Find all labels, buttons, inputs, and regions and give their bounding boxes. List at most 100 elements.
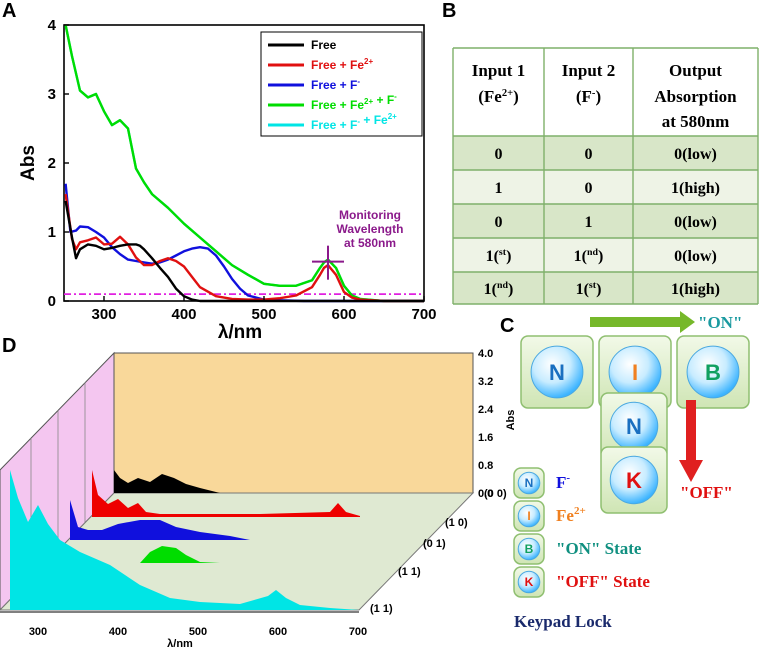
off-label: "OFF" — [680, 483, 733, 502]
table-cell: 1 — [495, 180, 503, 197]
panel-a-label: A — [2, 0, 16, 22]
table-cell: 0(low) — [674, 214, 717, 231]
z-tick-label: 1.6 — [478, 432, 493, 444]
ridge-label-4: (1 1) — [370, 603, 393, 615]
ridge-label-3: (1 1) — [398, 566, 421, 578]
z-axis-title: Abs — [505, 410, 517, 431]
ridge-label-2: (0 1) — [423, 538, 446, 550]
ridge-area-1 — [92, 470, 360, 517]
table-header-cell: Input 1 — [472, 61, 525, 80]
y-tick-label: 1 — [48, 224, 56, 241]
ridge-area-4 — [10, 470, 359, 610]
z-tick-label: 0.0 — [478, 488, 493, 500]
x-axis-title: λ/nm — [218, 322, 262, 343]
legend-entry: Free + F- — [311, 77, 360, 92]
legend-entry: Free — [311, 38, 337, 52]
on-label: "ON" — [698, 313, 742, 332]
legend-key-k-letter: K — [525, 575, 534, 589]
ridge-area-2 — [70, 500, 250, 540]
keypad-top-i-letter: I — [632, 360, 638, 385]
panel-c-label: C — [500, 315, 514, 337]
legend-key-k-ball — [517, 570, 541, 594]
x-tick-label: 300 — [91, 306, 116, 323]
table-header-cell: at 580nm — [662, 112, 730, 131]
keypad-top-n-letter: N — [549, 360, 565, 385]
table-cell: 0 — [585, 146, 593, 163]
z-tick-label: 3.2 — [478, 376, 493, 388]
table-header-cell: (F-) — [576, 87, 601, 106]
monitor-annotation: at 580nm — [344, 236, 396, 250]
table-cell: 1 — [585, 214, 593, 231]
y-tick-label: 4 — [48, 17, 57, 34]
legend-entry: Free + F- + Fe2+ — [311, 112, 397, 132]
table-header-cell: Output — [669, 61, 722, 80]
legend-key-i-letter: I — [527, 509, 530, 523]
back-wall — [113, 352, 474, 494]
keypad-caption: Keypad Lock — [514, 612, 612, 631]
off-arrow — [679, 400, 703, 482]
table-cell: 1(nd) — [574, 247, 604, 265]
z-tick-label: 0.8 — [478, 460, 493, 472]
ridge-label-0: (0 0) — [484, 488, 507, 500]
x-axis-title-d: λ/nm — [167, 638, 193, 648]
x-tick-label-d: 300 — [29, 626, 47, 638]
table-row-bg — [453, 238, 758, 272]
table-cell: 0(low) — [674, 146, 717, 163]
ridge-area-0 — [114, 470, 220, 493]
keypad-bottom-k-letter: K — [626, 468, 642, 493]
legend-entry: Free + Fe2+ — [311, 57, 373, 72]
table-cell: 1(st) — [486, 247, 512, 265]
x-tick-label: 700 — [411, 306, 436, 323]
keypad-top-b-ball — [686, 345, 740, 399]
legend-key-n-letter: N — [525, 476, 534, 490]
monitor-annotation: Monitoring — [339, 208, 401, 222]
x-tick-label-d: 600 — [269, 626, 287, 638]
x-tick-label-d: 400 — [109, 626, 127, 638]
legend-key-b-ball — [517, 537, 541, 561]
legend-key-b-letter: B — [525, 542, 534, 556]
table-row-bg — [453, 204, 758, 238]
y-tick-label: 3 — [48, 86, 56, 103]
ridge-label-1: (1 0) — [445, 517, 468, 529]
z-tick-label: 4.0 — [478, 348, 493, 360]
series-line-3 — [64, 24, 424, 303]
y-tick-label: 0 — [48, 293, 56, 310]
table-header-cell: Input 2 — [562, 61, 615, 80]
keypad-legend-text: "OFF" State — [556, 572, 650, 591]
z-tick-label: 2.4 — [478, 404, 494, 416]
keypad-legend-text: F- — [556, 472, 570, 492]
x-tick-label: 500 — [251, 306, 276, 323]
table-cell: 0 — [495, 214, 503, 231]
table-cell: 1(high) — [671, 281, 720, 298]
table-header-bg — [453, 48, 758, 136]
table-row-bg — [453, 136, 758, 170]
table-cell: 0 — [585, 180, 593, 197]
table-cell: 1(nd) — [484, 280, 514, 298]
x-tick-label: 600 — [331, 306, 356, 323]
table-row-bg — [453, 170, 758, 204]
panel-d-label: D — [2, 335, 16, 357]
legend: Free Free + Fe2+ Free + F-Free + Fe2+ + F-… — [260, 31, 423, 137]
x-tick-label-d: 500 — [189, 626, 207, 638]
keypad-legend-text: "ON" State — [556, 539, 642, 558]
keypad-top-n-ball — [530, 345, 584, 399]
legend-key-n-ball — [517, 471, 541, 495]
series-line-1 — [64, 193, 424, 303]
keypad-legend-text: Fe2+ — [556, 505, 586, 525]
table-header-cell: Absorption — [654, 87, 737, 106]
ridge-area-3 — [48, 546, 220, 563]
legend-entry: Free + Fe2+ + F- — [311, 92, 397, 112]
monitor-annotation: Wavelength — [337, 222, 404, 236]
logic-truth-table: Input 1 (Fe2+) Input 2 (F-) Output Absorption… — [452, 47, 759, 305]
table-cell: 0(low) — [674, 248, 717, 265]
on-arrow — [590, 311, 695, 333]
table-cell: 0 — [495, 146, 503, 163]
keypad-lock-diagram: N I B N K "ON" "OFF" N F- I Fe2+ B "ON" State K "OFF" … — [513, 311, 750, 631]
series-line-0 — [64, 200, 424, 303]
table-cell: 1(high) — [671, 180, 720, 197]
series-line-2 — [64, 183, 424, 303]
y-tick-label: 2 — [48, 155, 56, 172]
keypad-mid-n-letter: N — [626, 414, 642, 439]
table-row-bg — [453, 272, 758, 304]
